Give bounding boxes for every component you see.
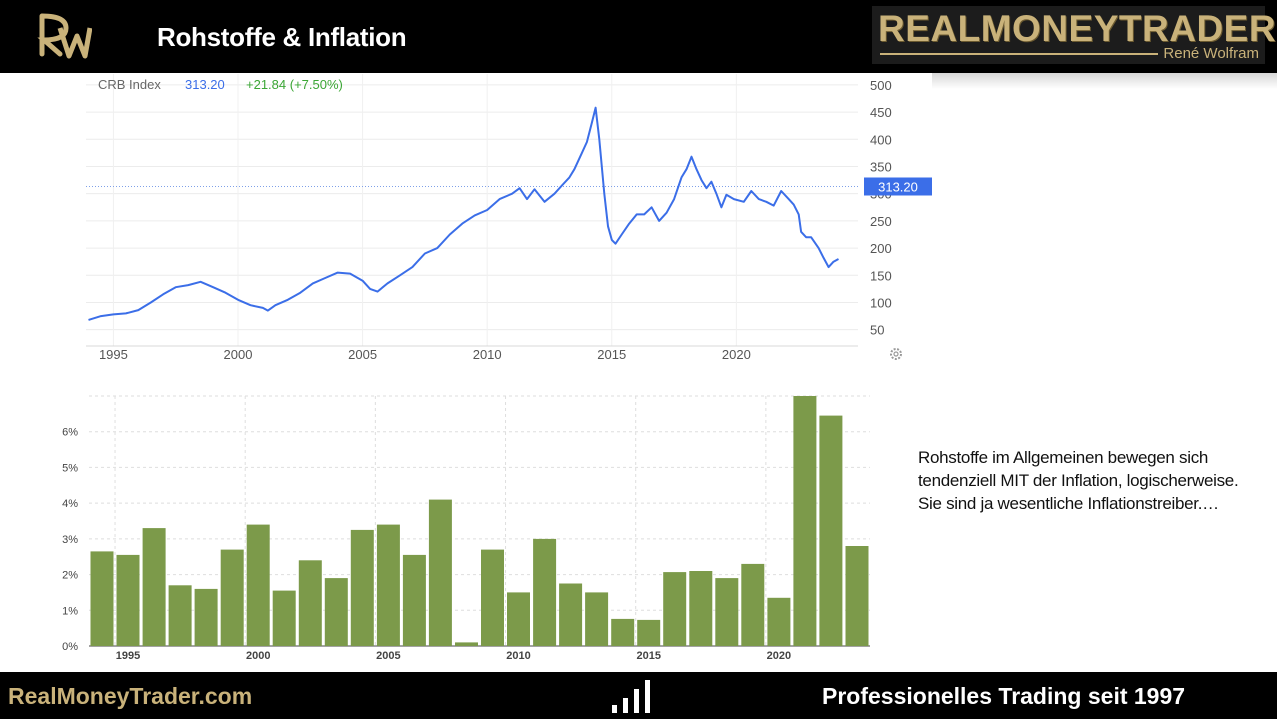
crb-index-line (88, 106, 839, 321)
inflation-bar-2000 (246, 524, 270, 646)
y-tick-label: 6% (62, 427, 78, 439)
inflation-bar-2008 (455, 642, 478, 646)
commentary-text: Rohstoffe im Allgemeinen bewegen sich te… (918, 448, 1239, 513)
rw-logo-icon (37, 13, 92, 59)
inflation-bar-2007 (428, 499, 452, 646)
y-tick-label: 2% (62, 570, 78, 582)
x-tick-label: 1995 (99, 347, 128, 362)
y-tick-label: 450 (870, 105, 892, 120)
x-tick-label: 2010 (473, 347, 502, 362)
gear-icon-outer (890, 348, 902, 360)
inflation-bar-2003 (324, 578, 348, 646)
inflation-bar-2023 (845, 546, 869, 646)
inflation-bar-1996 (142, 528, 166, 646)
header-bar: Rohstoffe & Inflation REALMONEYTRADER Re… (0, 0, 1277, 73)
inflation-bar-2009 (481, 549, 504, 646)
y-tick-label: 1% (62, 605, 78, 617)
inflation-bar-2012 (559, 583, 583, 646)
x-tick-label: 2020 (767, 650, 791, 662)
footer-site-link[interactable]: RealMoneyTrader.com (8, 683, 253, 709)
header-shadow (932, 73, 1277, 89)
inflation-bar-2016 (663, 572, 687, 646)
x-tick-label: 2020 (722, 347, 751, 362)
inflation-bar-2018 (715, 578, 739, 646)
footer-slogan: Professionelles Trading seit 1997 (822, 683, 1186, 709)
inflation-bar-2013 (585, 592, 609, 646)
inflation-bar-2010 (507, 592, 530, 646)
y-tick-label: 4% (62, 498, 78, 510)
page-title: Rohstoffe & Inflation (157, 22, 407, 52)
x-tick-label: 2005 (348, 347, 377, 362)
gear-icon[interactable] (890, 348, 902, 360)
inflation-bar-1998 (194, 588, 218, 646)
y-tick-label: 250 (870, 214, 892, 229)
x-tick-label: 2015 (597, 347, 626, 362)
y-tick-label: 500 (870, 78, 892, 93)
inflation-bar-2006 (402, 554, 426, 646)
y-tick-label: 100 (870, 295, 892, 310)
inflation-bar-2005 (376, 524, 400, 646)
bar-chart-icon (612, 680, 650, 713)
inflation-bar-2017 (689, 571, 713, 646)
brand-logo: REALMONEYTRADER René Wolfram (872, 6, 1276, 64)
x-tick-label: 2005 (376, 650, 400, 662)
x-tick-label: 2000 (246, 650, 270, 662)
inflation-bar-1995 (116, 554, 140, 646)
inflation-bar-1997 (168, 585, 192, 646)
legend-last-value: 313.20 (185, 77, 225, 92)
inflation-bar-2020 (767, 597, 791, 646)
inflation-bar-1999 (220, 549, 244, 646)
y-tick-label: 400 (870, 132, 892, 147)
inflation-bar-2004 (350, 529, 374, 646)
x-tick-label: 1995 (116, 650, 140, 662)
last-value-tag (864, 177, 932, 196)
footer-bar: RealMoneyTrader.com Professionelles Trad… (0, 672, 1277, 719)
brand-name: REALMONEYTRADER (878, 8, 1277, 49)
brand-divider (880, 53, 1158, 55)
y-tick-label: 5% (62, 462, 78, 474)
inflation-bar-2021 (793, 396, 817, 646)
legend-name: CRB Index (98, 77, 161, 92)
inflation-bar-2001 (272, 590, 296, 646)
crb-index-chart: 5010015020025030035040045050019952000200… (86, 74, 932, 366)
x-tick-label: 2010 (506, 650, 530, 662)
chart-background (86, 74, 932, 366)
y-tick-label: 350 (870, 159, 892, 174)
inflation-bar-2022 (819, 415, 843, 646)
y-tick-label: 200 (870, 241, 892, 256)
brand-owner: René Wolfram (1163, 45, 1259, 62)
inflation-bar-chart: 0% 1% 2% 3% 4% 5% 6% 1995 2000 2005 2010 2015 2020 (62, 395, 870, 662)
gear-icon-inner (893, 351, 899, 357)
inflation-bar-2015 (637, 619, 661, 646)
inflation-bar-2011 (533, 538, 557, 646)
inflation-bar-2019 (741, 563, 765, 646)
y-tick-label: 0% (62, 641, 78, 653)
y-tick-label: 50 (870, 323, 884, 338)
y-tick-label: 3% (62, 534, 78, 546)
y-tick-label: 150 (870, 268, 892, 283)
x-tick-label: 2000 (224, 347, 253, 362)
inflation-bar-1994 (90, 551, 114, 646)
inflation-bar-2014 (611, 618, 635, 646)
inflation-bar-2002 (298, 560, 322, 646)
last-value-label: 313.20 (878, 179, 918, 194)
x-tick-label: 2015 (636, 650, 660, 662)
legend-change: +21.84 (+7.50%) (246, 77, 343, 92)
